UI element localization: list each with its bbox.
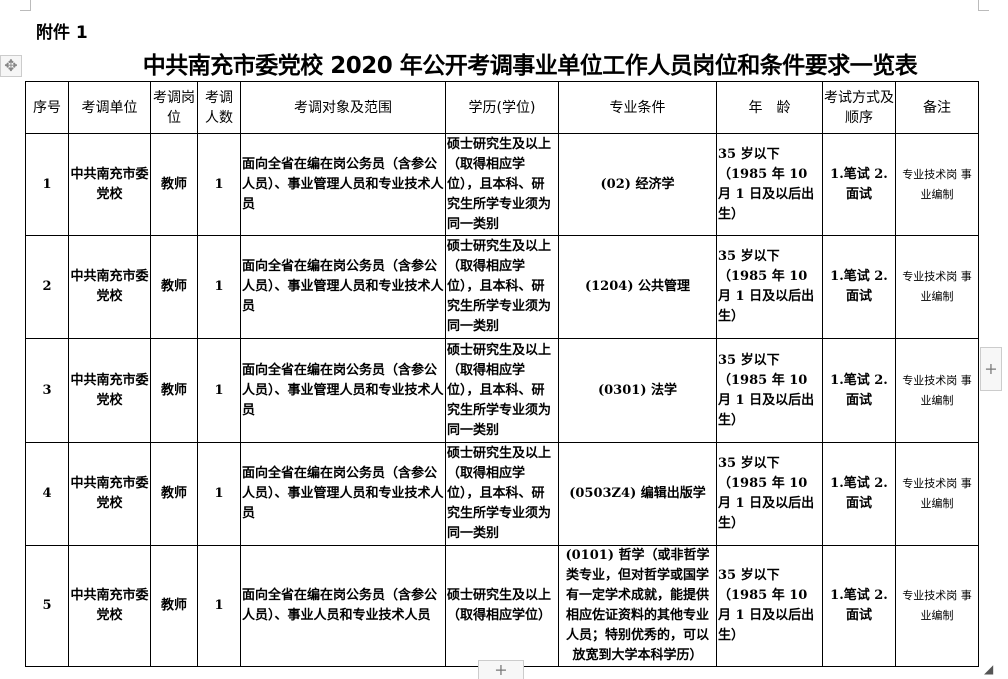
cell-post: 教师 — [150, 133, 198, 236]
resize-handle-icon[interactable]: ◢ — [984, 662, 994, 676]
cell-no: 1 — [25, 133, 69, 236]
cell-note: 专业技术岗 事业编制 — [895, 133, 979, 236]
header-unit: 考调单位 — [68, 81, 151, 134]
attachment-label: 附件 1 — [36, 23, 88, 43]
header-note: 备注 — [895, 81, 979, 134]
page-corner-mark — [20, 0, 31, 11]
cell-scope: 面向全省在编在岗公务员（含参公人员）、事业管理人员和专业技术人员 — [240, 133, 446, 236]
cell-no: 3 — [25, 338, 69, 443]
cell-edu: 硕士研究生及以上（取得相应学位） — [445, 545, 559, 667]
add-column-plus-icon[interactable]: + — [980, 347, 1002, 391]
positions-table: 序号 考调单位 考调岗位 考调人数 考调对象及范围 学历(学位) 专业条件年 龄考试方式及顺… — [25, 81, 979, 667]
cell-edu: 硕士研究生及以上（取得相应学位），且本科、研究生所学专业须为同一类别 — [445, 235, 559, 339]
cell-count: 1 — [197, 133, 241, 236]
cell-major: (0101) 哲学（或非哲学类专业，但对哲学或国学有一定学术成就，能提供相应佐证… — [558, 545, 717, 667]
cell-count: 1 — [197, 235, 241, 339]
cell-exam: 1.笔试 2.面试 — [822, 235, 896, 339]
header-row: 序号 考调单位 考调岗位 考调人数 考调对象及范围 学历(学位) 专业条件年 龄考试方式及顺… — [25, 81, 979, 134]
table-row: 1 中共南充市委党校 教师 1 面向全省在编在岗公务员（含参公人员）、事业管理人员和专业… — [25, 133, 979, 236]
cell-major: (0503Z4) 编辑出版学 — [558, 442, 717, 546]
cell-unit: 中共南充市委党校 — [68, 442, 151, 546]
header-post: 考调岗位 — [150, 81, 198, 134]
add-row-plus-icon[interactable]: + — [478, 660, 524, 679]
cell-exam: 1.笔试 2.面试 — [822, 545, 896, 667]
cell-major: (0301) 法学 — [558, 338, 717, 443]
cell-scope: 面向全省在编在岗公务员（含参公人员）、事业人员和专业技术人员 — [240, 545, 446, 667]
cell-age: 35 岁以下（1985 年 10 月 1 日及以后出生） — [716, 442, 823, 546]
cell-post: 教师 — [150, 235, 198, 339]
cell-post: 教师 — [150, 338, 198, 443]
cell-age: 35 岁以下（1985 年 10 月 1 日及以后出生） — [716, 133, 823, 236]
cell-scope: 面向全省在编在岗公务员（含参公人员）、事业管理人员和专业技术人员 — [240, 338, 446, 443]
header-scope: 考调对象及范围 — [240, 81, 446, 134]
cell-unit: 中共南充市委党校 — [68, 133, 151, 236]
header-major: 专业条件 — [558, 81, 717, 134]
cell-exam: 1.笔试 2.面试 — [822, 133, 896, 236]
cell-edu: 硕士研究生及以上（取得相应学位），且本科、研究生所学专业须为同一类别 — [445, 133, 559, 236]
cell-post: 教师 — [150, 545, 198, 667]
cell-no: 4 — [25, 442, 69, 546]
cell-exam: 1.笔试 2.面试 — [822, 338, 896, 443]
header-count: 考调人数 — [197, 81, 241, 134]
header-no: 序号 — [25, 81, 69, 134]
page-corner-mark — [978, 0, 989, 11]
cell-age: 35 岁以下（1985 年 10 月 1 日及以后出生） — [716, 235, 823, 339]
cell-count: 1 — [197, 442, 241, 546]
cell-age: 35 岁以下（1985 年 10 月 1 日及以后出生） — [716, 338, 823, 443]
cell-unit: 中共南充市委党校 — [68, 235, 151, 339]
document-title: 中共南充市委党校 2020 年公开考调事业单位工作人员岗位和条件要求一览表 — [142, 53, 918, 79]
cell-post: 教师 — [150, 442, 198, 546]
table-row: 5 中共南充市委党校 教师 1 面向全省在编在岗公务员（含参公人员）、事业人员和专业技术… — [25, 545, 979, 667]
cell-count: 1 — [197, 545, 241, 667]
table-row: 2 中共南充市委党校 教师 1 面向全省在编在岗公务员（含参公人员）、事业管理人员和专业… — [25, 235, 979, 339]
header-age: 年 龄 — [716, 81, 823, 134]
cell-note: 专业技术岗 事业编制 — [895, 442, 979, 546]
cell-major: (02) 经济学 — [558, 133, 717, 236]
cell-note: 专业技术岗 事业编制 — [895, 545, 979, 667]
cell-scope: 面向全省在编在岗公务员（含参公人员）、事业管理人员和专业技术人员 — [240, 442, 446, 546]
cell-age: 35 岁以下（1985 年 10 月 1 日及以后出生） — [716, 545, 823, 667]
table-row: 4 中共南充市委党校 教师 1 面向全省在编在岗公务员（含参公人员）、事业管理人员和专业… — [25, 442, 979, 546]
cell-exam: 1.笔试 2.面试 — [822, 442, 896, 546]
table-row: 3 中共南充市委党校 教师 1 面向全省在编在岗公务员（含参公人员）、事业管理人员和专业… — [25, 338, 979, 443]
cell-note: 专业技术岗 事业编制 — [895, 338, 979, 443]
move-handle-icon[interactable]: ✥ — [0, 55, 22, 77]
cell-no: 2 — [25, 235, 69, 339]
cell-major: (1204) 公共管理 — [558, 235, 717, 339]
cell-edu: 硕士研究生及以上（取得相应学位），且本科、研究生所学专业须为同一类别 — [445, 442, 559, 546]
header-exam: 考试方式及顺序 — [822, 81, 896, 134]
cell-unit: 中共南充市委党校 — [68, 545, 151, 667]
cell-note: 专业技术岗 事业编制 — [895, 235, 979, 339]
cell-no: 5 — [25, 545, 69, 667]
header-edu: 学历(学位) — [445, 81, 559, 134]
cell-edu: 硕士研究生及以上（取得相应学位），且本科、研究生所学专业须为同一类别 — [445, 338, 559, 443]
cell-count: 1 — [197, 338, 241, 443]
cell-unit: 中共南充市委党校 — [68, 338, 151, 443]
cell-scope: 面向全省在编在岗公务员（含参公人员）、事业管理人员和专业技术人员 — [240, 235, 446, 339]
